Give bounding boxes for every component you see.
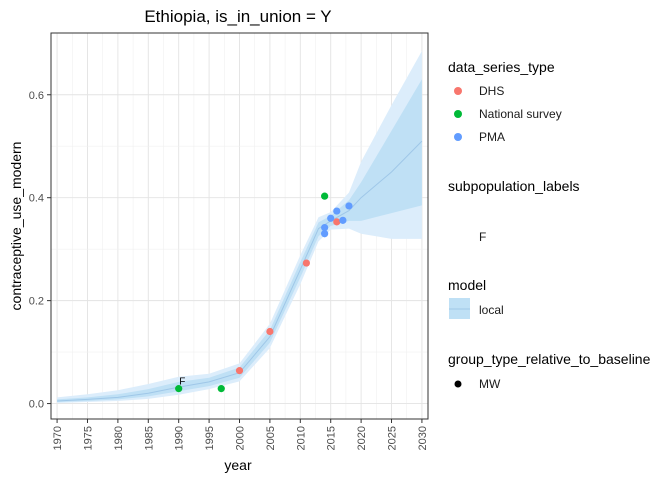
legend-key-pma	[454, 133, 462, 141]
legend-label-local: local	[479, 303, 504, 317]
legend: data_series_type DHS National survey PMA…	[448, 59, 651, 391]
point-label: F	[179, 377, 185, 388]
y-axis-title: contraceptive_use_modern	[8, 142, 24, 311]
model-outer-band	[57, 51, 422, 403]
x-tick-label: 1990	[174, 426, 186, 450]
data-point	[217, 385, 225, 393]
legend-label-mw: MW	[479, 377, 501, 391]
legend-label-dhs: DHS	[479, 84, 504, 98]
legend-title-series: data_series_type	[448, 59, 555, 75]
y-tick-label: 0.0	[29, 399, 44, 411]
data-point	[302, 259, 310, 267]
legend-title-subpopulation: subpopulation_labels	[448, 178, 580, 194]
data-point	[321, 223, 329, 232]
x-tick-label: 2015	[326, 426, 338, 450]
x-tick-label: 2020	[356, 426, 368, 450]
x-axis-title: year	[224, 457, 252, 473]
data-point	[266, 327, 274, 336]
data-point	[345, 202, 353, 210]
chart-title: Ethiopia, is_in_union = Y	[144, 7, 331, 26]
y-tick-label: 0.2	[29, 296, 44, 308]
x-tick-label: 1975	[82, 426, 94, 450]
data-point	[333, 218, 341, 226]
data-points: F	[175, 192, 353, 393]
model-bands	[57, 51, 423, 403]
y-axis: 0.0 0.2 0.4 0.6	[29, 90, 51, 411]
legend-key-dhs	[454, 87, 462, 95]
legend-label-f: F	[479, 230, 486, 244]
x-axis: 1970 1975 1980 1985 1990 1995 2000 2005 2010 2015…	[52, 419, 429, 450]
data-point	[175, 385, 183, 393]
x-tick-label: 2000	[235, 426, 247, 450]
data-point	[333, 207, 341, 215]
x-tick-label: 2005	[265, 426, 277, 450]
legend-label-pma: PMA	[479, 130, 505, 144]
legend-key-mw	[454, 380, 462, 388]
data-point	[339, 216, 347, 224]
legend-title-model: model	[448, 277, 486, 293]
x-tick-label: 2030	[417, 426, 429, 450]
data-point	[327, 214, 335, 222]
x-tick-label: 1980	[113, 426, 125, 450]
data-point	[321, 192, 329, 200]
legend-label-national-survey: National survey	[479, 107, 562, 121]
data-point	[235, 367, 244, 375]
data-point	[321, 230, 329, 238]
x-tick-label: 2010	[295, 426, 307, 450]
y-tick-label: 0.6	[29, 90, 44, 102]
x-tick-label: 2025	[387, 426, 399, 450]
legend-key-national-survey	[454, 110, 462, 118]
model-median-line	[57, 140, 423, 402]
x-tick-label: 1970	[52, 426, 64, 450]
x-tick-label: 1995	[204, 426, 216, 450]
x-tick-label: 1985	[143, 426, 155, 450]
legend-title-group-type: group_type_relative_to_baseline	[448, 351, 651, 367]
y-tick-label: 0.4	[29, 193, 44, 205]
